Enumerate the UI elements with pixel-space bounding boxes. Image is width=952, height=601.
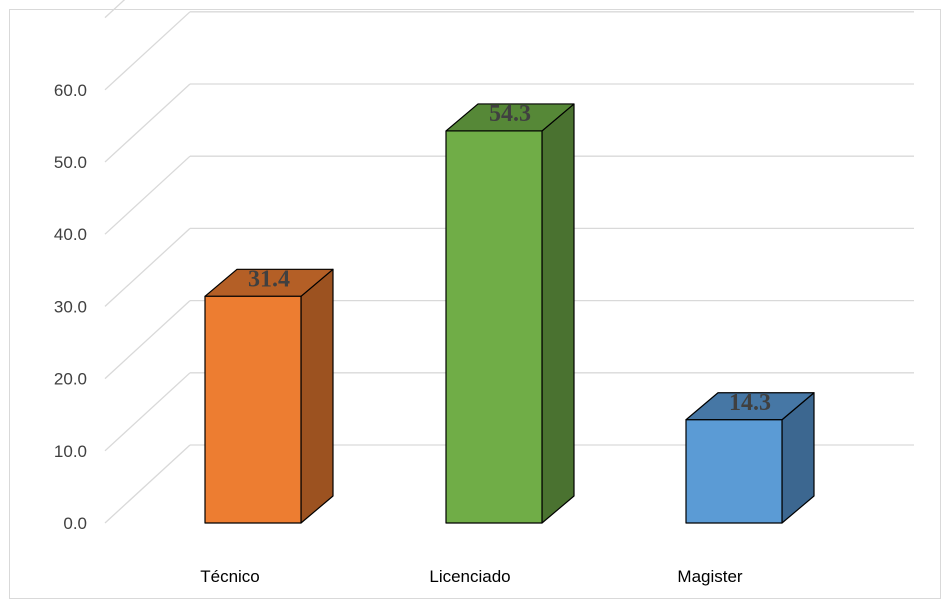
chart-frame [9, 9, 941, 599]
y-tick-label: 10.0 [54, 442, 87, 461]
x-tick-label: Licenciado [429, 567, 510, 586]
gridline-diagonal [104, 11, 191, 91]
gridline-diagonal [104, 83, 191, 163]
x-tick-label: Técnico [200, 567, 260, 586]
data-label: 14.3 [729, 390, 771, 416]
gridline-diagonal [104, 372, 191, 452]
bar-side [541, 103, 575, 524]
y-tick-label: 0.0 [63, 514, 87, 533]
bar [445, 130, 543, 524]
data-label: 54.3 [489, 101, 531, 127]
x-tick-label: Magister [677, 567, 743, 586]
gridline-diagonal [104, 227, 191, 307]
bar-side [300, 268, 334, 524]
bar [204, 295, 302, 524]
y-tick-label: 50.0 [54, 153, 87, 172]
y-tick-label: 60.0 [54, 81, 87, 100]
y-tick-label: 30.0 [54, 297, 87, 316]
gridline-diagonal [104, 300, 191, 380]
gridline-diagonal [104, 444, 191, 524]
y-tick-label: 20.0 [54, 370, 87, 389]
bar [685, 419, 783, 524]
data-label: 31.4 [248, 266, 290, 292]
gridline-diagonal [104, 155, 191, 235]
gridline-diagonal [104, 0, 126, 19]
y-tick-label: 40.0 [54, 225, 87, 244]
